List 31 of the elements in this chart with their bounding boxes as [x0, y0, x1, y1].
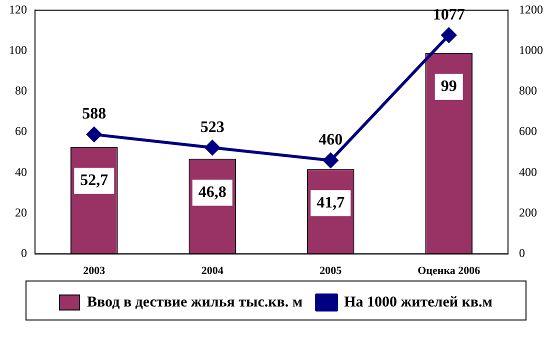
point — [86, 126, 102, 142]
y2-tick-label: 600 — [519, 124, 537, 138]
x-tick-label: Оценка 2006 — [418, 265, 481, 278]
data-label: 52,7 — [80, 172, 108, 189]
y2-tick-label: 0 — [519, 246, 525, 260]
data-label: 99 — [440, 78, 457, 95]
y-tick-label: 60 — [15, 124, 27, 138]
legend-label: На 1000 жителей кв.м — [344, 294, 492, 310]
y-tick-label: 0 — [21, 246, 27, 260]
y-tick-label: 20 — [15, 205, 27, 220]
data-label: 460 — [318, 132, 343, 149]
y2-tick-label: 200 — [519, 205, 537, 220]
y2-tick-label: 1000 — [519, 42, 543, 57]
y2-tick-label: 800 — [519, 84, 537, 98]
y-tick-label: 100 — [9, 42, 27, 57]
data-label: 523 — [200, 118, 224, 136]
data-label: 46,8 — [198, 184, 226, 201]
y2-tick-label: 1200 — [519, 2, 543, 16]
point — [204, 140, 220, 156]
y-tick-label: 80 — [15, 84, 27, 98]
point — [441, 28, 456, 43]
x-tick-label: 2005 — [320, 265, 342, 278]
x-tick-label: 2004 — [201, 265, 224, 278]
data-label: 588 — [82, 106, 106, 123]
x-tick-label: 2003 — [83, 265, 106, 278]
y-tick-label: 120 — [9, 2, 27, 16]
y2-tick-label: 400 — [519, 164, 537, 179]
data-label: 41,7 — [316, 194, 345, 212]
point — [323, 152, 338, 168]
y-tick-label: 40 — [15, 164, 27, 179]
legend-label: Ввод в дествие жилья тыс.кв. м — [87, 294, 303, 310]
